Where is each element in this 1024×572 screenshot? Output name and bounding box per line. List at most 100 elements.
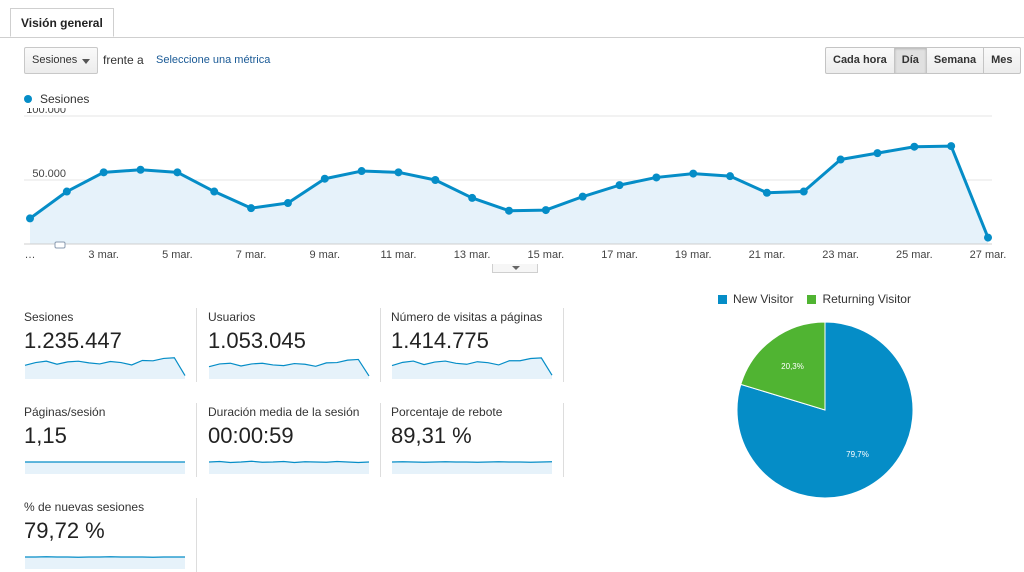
data-point[interactable] — [579, 193, 587, 201]
sparkline — [208, 352, 370, 380]
sparkline-fill — [25, 462, 185, 474]
scorecard-label: Sesiones — [24, 310, 73, 324]
data-point[interactable] — [800, 188, 808, 196]
annotation-icon[interactable] — [55, 242, 65, 248]
x-tick-label: 27 mar. — [970, 249, 1007, 261]
scorecard-divider — [196, 308, 197, 382]
data-point[interactable] — [394, 168, 402, 176]
pie-legend-returning-label: Returning Visitor — [822, 292, 911, 306]
data-point[interactable] — [358, 167, 366, 175]
data-point[interactable] — [689, 170, 697, 178]
pie-legend-new-label: New Visitor — [733, 292, 793, 306]
data-point[interactable] — [247, 204, 255, 212]
scorecard-value: 79,72 % — [24, 518, 105, 544]
returning-visitor-swatch-icon — [807, 295, 816, 304]
data-point[interactable] — [505, 207, 513, 215]
scorecard-label: Páginas/sesión — [24, 405, 105, 419]
tab-bar: Visión general — [0, 0, 1024, 38]
metric-select-value: Sesiones — [32, 54, 77, 66]
x-tick-label: 13 mar. — [454, 249, 491, 261]
data-point[interactable] — [173, 168, 181, 176]
data-point[interactable] — [63, 188, 71, 196]
scorecard-label: Duración media de la sesión — [208, 405, 359, 419]
scorecard[interactable]: % de nuevas sesiones 79,72 % — [24, 500, 196, 572]
chart-legend: Sesiones — [24, 92, 89, 106]
sparkline-line — [209, 461, 369, 462]
visitor-pie-chart[interactable]: 79,7% 20,3% — [733, 320, 917, 504]
data-point[interactable] — [137, 166, 145, 174]
data-point[interactable] — [100, 168, 108, 176]
x-tick-label: 15 mar. — [528, 249, 565, 261]
pie-slice-label: 20,3% — [781, 362, 804, 371]
x-tick-label: 23 mar. — [822, 249, 859, 261]
scorecard-value: 1.235.447 — [24, 328, 122, 354]
new-visitor-swatch-icon — [718, 295, 727, 304]
data-point[interactable] — [763, 189, 771, 197]
sparkline — [24, 447, 186, 475]
scorecard-value: 1.053.045 — [208, 328, 306, 354]
x-tick-label: 11 mar. — [381, 249, 417, 261]
scorecard[interactable]: Sesiones 1.235.447 — [24, 310, 196, 382]
pie-legend: New Visitor Returning Visitor — [718, 292, 925, 306]
month-button[interactable]: Mes — [983, 47, 1020, 74]
data-point[interactable] — [210, 188, 218, 196]
legend-dot-icon — [24, 95, 32, 103]
x-tick-label: 9 mar. — [309, 249, 340, 261]
x-tick-label: 7 mar. — [236, 249, 267, 261]
data-point[interactable] — [947, 142, 955, 150]
sparkline-fill — [392, 358, 552, 379]
data-point[interactable] — [652, 173, 660, 181]
data-point[interactable] — [616, 181, 624, 189]
data-point[interactable] — [837, 156, 845, 164]
data-point[interactable] — [726, 172, 734, 180]
x-tick-label: 19 mar. — [675, 249, 712, 261]
pie-legend-new[interactable]: New Visitor — [718, 292, 793, 306]
data-point[interactable] — [984, 234, 992, 242]
data-point[interactable] — [431, 176, 439, 184]
hourly-button[interactable]: Cada hora — [825, 47, 895, 74]
compare-text: frente a — [103, 53, 144, 67]
x-tick-label: 5 mar. — [162, 249, 193, 261]
scorecard[interactable]: Páginas/sesión 1,15 — [24, 405, 196, 477]
compare-metric-link[interactable]: Seleccione una métrica — [156, 54, 270, 66]
chevron-down-icon — [82, 59, 90, 64]
scorecard[interactable]: Porcentaje de rebote 89,31 % — [391, 405, 563, 477]
data-point[interactable] — [284, 199, 292, 207]
sparkline-fill — [209, 461, 369, 474]
week-button[interactable]: Semana — [926, 47, 984, 74]
chart-resize-handle[interactable] — [492, 264, 538, 273]
day-button[interactable]: Día — [894, 47, 927, 74]
scorecard-label: % de nuevas sesiones — [24, 500, 144, 514]
scorecard-divider — [196, 498, 197, 572]
x-tick-label: 3 mar. — [88, 249, 119, 261]
sparkline — [208, 447, 370, 475]
scorecard-divider — [196, 403, 197, 477]
pie-legend-returning[interactable]: Returning Visitor — [807, 292, 911, 306]
tab-overview[interactable]: Visión general — [10, 8, 114, 37]
scorecard-divider — [380, 403, 381, 477]
data-point[interactable] — [26, 214, 34, 222]
x-tick-label: 21 mar. — [749, 249, 786, 261]
metric-select[interactable]: Sesiones — [24, 47, 98, 74]
y-tick-label: 100.000 — [26, 108, 66, 116]
sparkline-fill — [25, 557, 185, 569]
data-point[interactable] — [321, 175, 329, 183]
scorecard-label: Porcentaje de rebote — [391, 405, 502, 419]
sparkline — [391, 352, 553, 380]
scorecard-value: 1,15 — [24, 423, 67, 449]
data-point[interactable] — [542, 206, 550, 214]
legend-label: Sesiones — [40, 92, 89, 106]
x-tick-label: … — [25, 249, 36, 261]
data-point[interactable] — [468, 194, 476, 202]
pie-slice-label: 79,7% — [846, 450, 869, 459]
sparkline — [391, 447, 553, 475]
x-tick-label: 25 mar. — [896, 249, 933, 261]
data-point[interactable] — [910, 143, 918, 151]
data-point[interactable] — [873, 149, 881, 157]
scorecard-divider — [563, 308, 564, 382]
scorecard-value: 89,31 % — [391, 423, 472, 449]
